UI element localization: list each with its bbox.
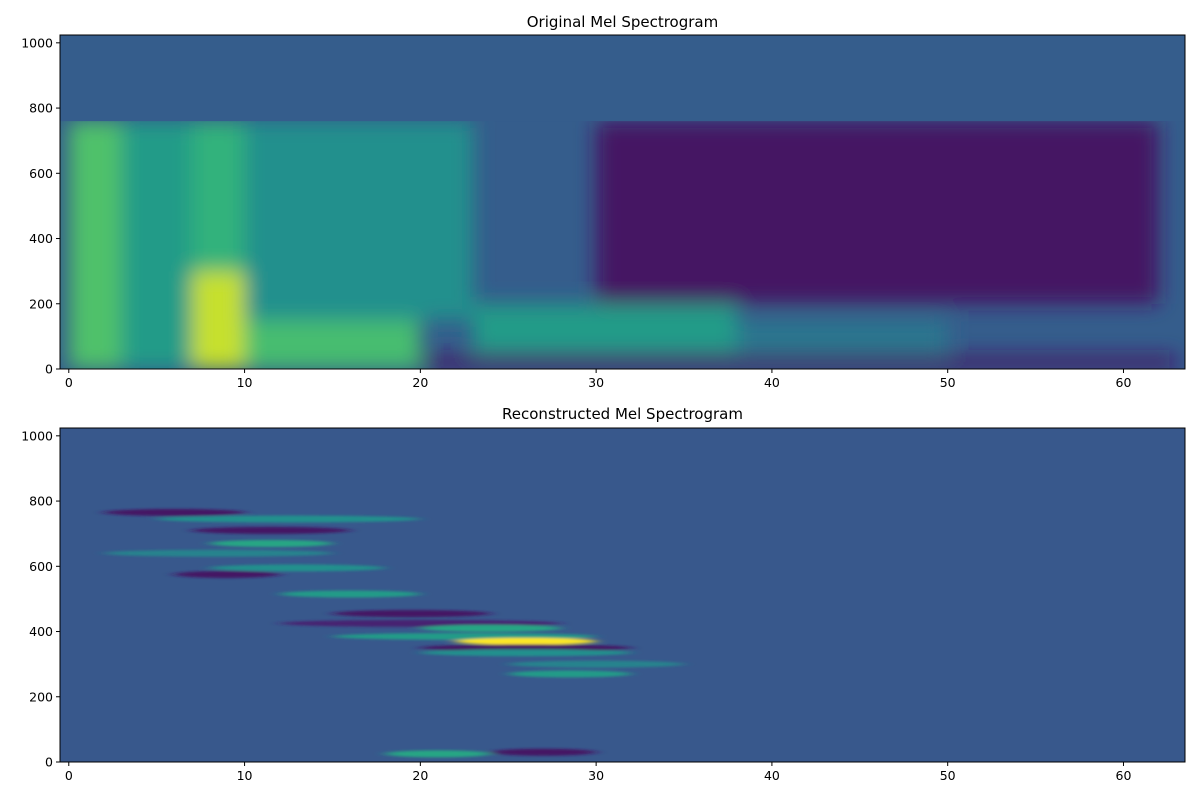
original-heatmap-fill-band bbox=[60, 35, 1185, 122]
reconstructed-spectrogram-heatmap bbox=[60, 428, 1185, 762]
original-heatmap-cell-0 bbox=[68, 121, 122, 369]
reconstructed-heatmap-streak-0 bbox=[103, 508, 245, 516]
reconstructed-heatmap-streak-16 bbox=[508, 670, 632, 678]
reconstructed-x-tick-label-6: 60 bbox=[1116, 768, 1132, 783]
original-y-tick-label-3: 600 bbox=[29, 166, 53, 181]
original-heatmap-cell-7 bbox=[736, 320, 948, 356]
reconstructed-heatmap-streak-14 bbox=[420, 649, 632, 657]
reconstructed-heatmap-streak-5 bbox=[209, 564, 386, 572]
reconstructed-x-tick-label-3: 30 bbox=[588, 768, 604, 783]
original-x-tick-label-1: 10 bbox=[237, 375, 253, 390]
original-y-tick-label-4: 800 bbox=[29, 101, 53, 116]
original-x-tick-label-4: 40 bbox=[764, 375, 780, 390]
reconstructed-heatmap-streak-1 bbox=[156, 515, 421, 523]
original-x-tick-label-5: 50 bbox=[940, 375, 956, 390]
original-heatmap-cell-3 bbox=[191, 121, 245, 272]
original-y-tick-label-5: 1000 bbox=[21, 35, 53, 50]
reconstructed-heatmap-background bbox=[60, 428, 1185, 762]
original-x-tick-label-3: 30 bbox=[588, 375, 604, 390]
original-y-tick-label-1: 200 bbox=[29, 296, 53, 311]
original-x-tick-label-2: 20 bbox=[412, 375, 428, 390]
original-heatmap-cell-9 bbox=[420, 355, 1177, 369]
reconstructed-heatmap-streak-18 bbox=[490, 748, 597, 756]
reconstructed-heatmap-streak-12 bbox=[455, 637, 597, 645]
reconstructed-x-tick-label-5: 50 bbox=[940, 768, 956, 783]
reconstructed-heatmap-streaks bbox=[103, 508, 685, 758]
reconstructed-y-tick-label-5: 1000 bbox=[21, 428, 53, 443]
reconstructed-heatmap-streak-8 bbox=[332, 610, 491, 618]
reconstructed-heatmap-streak-7 bbox=[279, 590, 421, 598]
reconstructed-heatmap-streak-2 bbox=[191, 526, 351, 534]
original-spectrogram-heatmap bbox=[60, 35, 1185, 369]
reconstructed-y-tick-label-0: 0 bbox=[45, 755, 53, 770]
reconstructed-y-tick-label-2: 400 bbox=[29, 624, 53, 639]
original-spectrogram-title: Original Mel Spectrogram bbox=[527, 13, 718, 31]
original-heatmap-cell-1 bbox=[121, 121, 192, 369]
reconstructed-heatmap-streak-3 bbox=[209, 539, 333, 547]
original-x-tick-label-0: 0 bbox=[65, 375, 73, 390]
reconstructed-heatmap-streak-10 bbox=[420, 624, 561, 632]
reconstructed-x-tick-label-1: 10 bbox=[237, 768, 253, 783]
reconstructed-y-tick-label-3: 600 bbox=[29, 559, 53, 574]
reconstructed-x-tick-label-0: 0 bbox=[65, 768, 73, 783]
original-heatmap-cell-4 bbox=[244, 320, 421, 369]
original-heatmap-regions bbox=[68, 121, 1177, 369]
original-spectrogram-frame bbox=[59, 34, 1186, 370]
reconstructed-spectrogram-title: Reconstructed Mel Spectrogram bbox=[502, 405, 743, 423]
original-heatmap-cell-8 bbox=[596, 121, 1159, 304]
reconstructed-heatmap-streak-13 bbox=[420, 644, 632, 652]
original-x-tick-label-6: 60 bbox=[1116, 375, 1132, 390]
reconstructed-y-tick-label-4: 800 bbox=[29, 494, 53, 509]
reconstructed-y-tick-label-1: 200 bbox=[29, 689, 53, 704]
reconstructed-heatmap-streak-17 bbox=[385, 750, 491, 758]
original-y-tick-label-2: 400 bbox=[29, 231, 53, 246]
reconstructed-heatmap-streak-4 bbox=[103, 549, 333, 557]
original-heatmap-cell-6 bbox=[473, 303, 737, 353]
original-spectrogram-panel: Original Mel Spectrogram 0 10 20 30 40 50 6002… bbox=[21, 13, 1186, 390]
reconstructed-heatmap-streak-6 bbox=[174, 570, 280, 578]
original-heatmap-cell-2 bbox=[191, 271, 245, 369]
reconstructed-spectrogram-panel: Reconstructed Mel Spectrogram 0 10 20 30 40 5… bbox=[21, 405, 1186, 783]
reconstructed-spectrogram-frame bbox=[59, 427, 1186, 763]
reconstructed-heatmap-streak-15 bbox=[508, 660, 685, 668]
original-heatmap-cell-5 bbox=[244, 121, 474, 321]
reconstructed-x-tick-label-4: 40 bbox=[764, 768, 780, 783]
reconstructed-x-tick-label-2: 20 bbox=[412, 768, 428, 783]
original-y-tick-label-0: 0 bbox=[45, 362, 53, 377]
